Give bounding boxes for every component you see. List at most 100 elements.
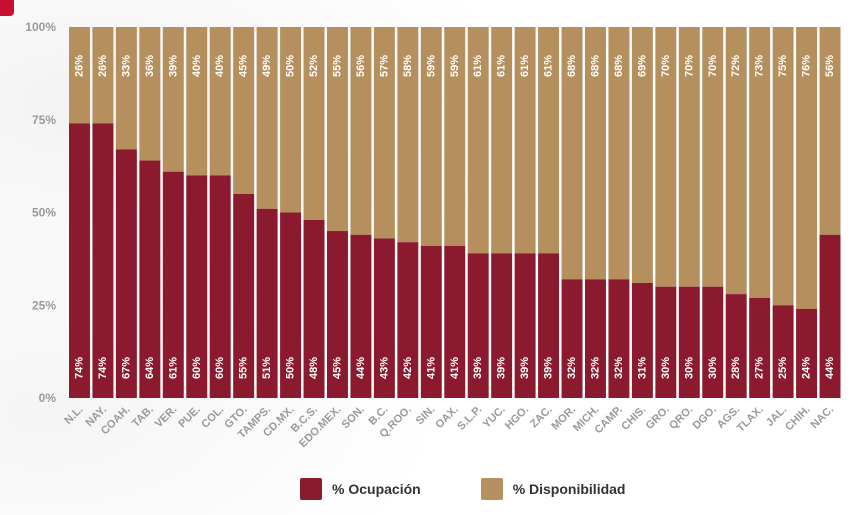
x-tick-label: DGO. bbox=[690, 404, 718, 432]
data-label-disponibilidad: 61% bbox=[543, 55, 555, 77]
bar-ocupacion bbox=[796, 308, 818, 398]
corner-mark bbox=[0, 0, 14, 16]
bar-disponibilidad bbox=[115, 27, 137, 150]
y-tick-label: 100% bbox=[25, 20, 56, 34]
legend-label-disponibilidad: % Disponibilidad bbox=[512, 481, 626, 497]
bar-ocupacion bbox=[444, 245, 466, 398]
bar-disponibilidad bbox=[608, 27, 630, 280]
data-label-ocupacion: 74% bbox=[97, 357, 109, 379]
data-label-disponibilidad: 61% bbox=[496, 55, 508, 77]
x-tick-label: TAB. bbox=[130, 404, 156, 430]
bar-ocupacion bbox=[373, 238, 395, 398]
data-label-ocupacion: 28% bbox=[730, 357, 742, 379]
x-tick-label: GRO. bbox=[644, 404, 672, 432]
bar-ocupacion bbox=[233, 193, 255, 398]
y-tick-label: 50% bbox=[32, 206, 56, 220]
data-label-ocupacion: 32% bbox=[589, 357, 601, 379]
bar-ocupacion bbox=[256, 208, 278, 398]
data-label-ocupacion: 32% bbox=[566, 357, 578, 379]
bar-disponibilidad bbox=[444, 27, 466, 246]
data-label-disponibilidad: 68% bbox=[613, 55, 625, 77]
legend-swatch-disponibilidad bbox=[480, 478, 503, 500]
data-label-disponibilidad: 61% bbox=[472, 55, 484, 77]
data-label-ocupacion: 39% bbox=[472, 357, 484, 379]
bar-disponibilidad bbox=[561, 27, 583, 280]
x-tick-label: CHIH. bbox=[783, 404, 813, 434]
bar-disponibilidad bbox=[772, 27, 794, 306]
bar-ocupacion bbox=[420, 245, 442, 398]
bar-disponibilidad bbox=[350, 27, 372, 235]
bar-disponibilidad bbox=[303, 27, 325, 220]
data-label-disponibilidad: 70% bbox=[683, 55, 695, 77]
bar-ocupacion bbox=[514, 253, 536, 398]
bar-disponibilidad bbox=[397, 27, 419, 243]
data-label-ocupacion: 30% bbox=[660, 357, 672, 379]
legend: % Ocupación % Disponibilidad bbox=[300, 478, 625, 500]
data-label-ocupacion: 41% bbox=[425, 357, 437, 379]
x-tick-label: NAC. bbox=[809, 404, 836, 431]
bar-disponibilidad bbox=[280, 27, 302, 213]
data-label-disponibilidad: 39% bbox=[167, 55, 179, 77]
bar-disponibilidad bbox=[186, 27, 208, 176]
bar-disponibilidad bbox=[139, 27, 161, 161]
data-label-ocupacion: 44% bbox=[824, 357, 836, 379]
legend-item-disponibilidad: % Disponibilidad bbox=[480, 478, 626, 500]
bar-ocupacion bbox=[115, 149, 137, 398]
bar-disponibilidad bbox=[420, 27, 442, 246]
bar-disponibilidad bbox=[327, 27, 348, 232]
data-label-ocupacion: 43% bbox=[378, 357, 390, 379]
bar-ocupacion bbox=[749, 297, 771, 398]
data-label-ocupacion: 55% bbox=[238, 357, 250, 379]
bar-disponibilidad bbox=[585, 27, 606, 280]
data-label-ocupacion: 30% bbox=[683, 357, 695, 379]
data-label-disponibilidad: 40% bbox=[214, 55, 226, 77]
bar-disponibilidad bbox=[749, 27, 771, 298]
bar-ocupacion bbox=[538, 253, 560, 398]
data-label-ocupacion: 39% bbox=[496, 357, 508, 379]
data-label-ocupacion: 39% bbox=[543, 357, 555, 379]
bar-ocupacion bbox=[303, 219, 325, 398]
x-tick-label: SON. bbox=[340, 404, 368, 432]
legend-item-ocupacion: % Ocupación bbox=[300, 478, 421, 500]
bar-ocupacion bbox=[397, 242, 419, 398]
data-label-ocupacion: 74% bbox=[73, 357, 85, 379]
bar-ocupacion bbox=[725, 294, 747, 398]
bar-disponibilidad bbox=[373, 27, 395, 239]
y-tick-label: 75% bbox=[32, 113, 56, 127]
data-label-ocupacion: 30% bbox=[707, 357, 719, 379]
bar-ocupacion bbox=[608, 279, 630, 398]
bar-ocupacion bbox=[280, 212, 302, 398]
data-label-disponibilidad: 57% bbox=[378, 55, 390, 77]
bar-ocupacion bbox=[491, 253, 513, 398]
data-label-disponibilidad: 75% bbox=[777, 55, 789, 77]
data-label-ocupacion: 67% bbox=[120, 357, 132, 379]
data-label-disponibilidad: 68% bbox=[566, 55, 578, 77]
data-label-ocupacion: 27% bbox=[754, 357, 766, 379]
data-label-disponibilidad: 58% bbox=[402, 55, 414, 77]
bar-ocupacion bbox=[631, 282, 653, 398]
y-tick-label: 0% bbox=[39, 391, 57, 405]
bar-ocupacion bbox=[162, 171, 184, 398]
x-tick-label: CHIS. bbox=[619, 404, 648, 433]
y-tick-label: 25% bbox=[32, 298, 56, 312]
data-label-ocupacion: 31% bbox=[636, 357, 648, 379]
data-label-disponibilidad: 55% bbox=[331, 55, 343, 77]
data-label-disponibilidad: 61% bbox=[519, 55, 531, 77]
bar-disponibilidad bbox=[256, 27, 278, 209]
data-label-disponibilidad: 68% bbox=[589, 55, 601, 77]
bar-disponibilidad bbox=[491, 27, 513, 254]
data-label-ocupacion: 50% bbox=[285, 357, 297, 379]
bar-disponibilidad bbox=[162, 27, 184, 172]
bar-disponibilidad bbox=[467, 27, 489, 254]
data-label-disponibilidad: 36% bbox=[144, 55, 156, 77]
data-label-disponibilidad: 33% bbox=[120, 55, 132, 77]
data-label-disponibilidad: 50% bbox=[285, 55, 297, 77]
data-label-ocupacion: 41% bbox=[449, 357, 461, 379]
bar-ocupacion bbox=[772, 305, 794, 398]
data-label-disponibilidad: 49% bbox=[261, 55, 273, 77]
bar-ocupacion bbox=[350, 234, 372, 398]
data-label-ocupacion: 45% bbox=[331, 357, 343, 379]
data-label-ocupacion: 39% bbox=[519, 357, 531, 379]
data-label-disponibilidad: 52% bbox=[308, 55, 320, 77]
